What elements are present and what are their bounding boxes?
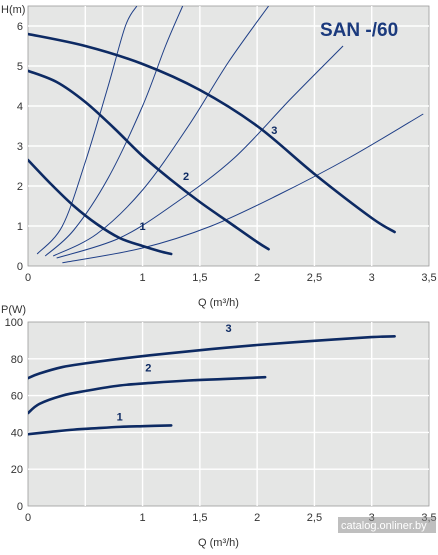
y-tick-label: 40 xyxy=(11,427,23,439)
head-x-ticks: 0 1 1,5 2 2,5 3 3,5 xyxy=(25,272,437,284)
speed-curve-1 xyxy=(28,158,173,256)
y-tick-label: 0 xyxy=(17,261,23,273)
head-chart-title: SAN -/60 xyxy=(320,20,398,41)
power-series xyxy=(28,335,396,436)
y-tick-label: 1 xyxy=(17,221,23,233)
speed-curve-1 xyxy=(28,424,173,436)
power-grid xyxy=(28,322,429,506)
x-tick-label: 2 xyxy=(254,272,260,284)
head-y-axis-label: H(m) xyxy=(1,4,25,16)
curve-label-2: 2 xyxy=(145,363,151,375)
head-series xyxy=(28,32,396,256)
power-annotations: 1 2 3 xyxy=(117,323,232,423)
y-tick-label: 60 xyxy=(11,391,23,403)
power-y-ticks: 0 20 40 60 80 100 xyxy=(5,317,23,513)
curve-label-3: 3 xyxy=(225,323,231,335)
x-tick-label: 2,5 xyxy=(307,512,322,524)
x-tick-label: 1,5 xyxy=(192,272,207,284)
y-tick-label: 20 xyxy=(11,464,23,476)
x-tick-label: 1 xyxy=(140,512,146,524)
x-tick-label: 3,5 xyxy=(421,272,436,284)
resistance-curve-5 xyxy=(62,113,424,264)
curve-label-1: 1 xyxy=(140,221,146,233)
head-y-ticks: 0 1 2 3 4 5 6 xyxy=(17,21,23,273)
y-tick-label: 100 xyxy=(5,317,23,329)
curve-label-3: 3 xyxy=(271,125,277,137)
resistance-curve-2 xyxy=(44,6,184,257)
x-tick-label: 1 xyxy=(140,272,146,284)
head-annotations: 1 2 3 xyxy=(140,125,278,233)
x-tick-label: 0 xyxy=(25,512,31,524)
y-tick-label: 3 xyxy=(17,141,23,153)
y-tick-label: 4 xyxy=(17,101,23,113)
head-grid xyxy=(28,6,429,266)
x-tick-label: 0 xyxy=(25,272,31,284)
x-tick-label: 3 xyxy=(369,272,375,284)
x-tick-label: 1,5 xyxy=(192,512,207,524)
y-tick-label: 2 xyxy=(17,181,23,193)
head-resistance-curves xyxy=(36,6,424,264)
curve-label-2: 2 xyxy=(183,171,189,183)
power-x-axis-label: Q (m³/h) xyxy=(198,537,239,549)
speed-curve-2 xyxy=(28,69,270,251)
resistance-curve-4 xyxy=(56,45,344,259)
speed-curve-3 xyxy=(28,32,396,234)
y-tick-label: 5 xyxy=(17,61,23,73)
resistance-curve-3 xyxy=(52,6,270,257)
watermark-backdrop xyxy=(338,517,436,533)
head-plot-area xyxy=(27,5,430,267)
power-y-axis-label: P(W) xyxy=(1,304,26,316)
speed-curve-3 xyxy=(28,335,396,380)
power-plot-area xyxy=(27,321,430,507)
head-x-axis-label: Q (m³/h) xyxy=(198,297,239,309)
y-tick-label: 80 xyxy=(11,354,23,366)
x-tick-label: 2,5 xyxy=(307,272,322,284)
curve-label-1: 1 xyxy=(117,411,123,423)
y-tick-label: 0 xyxy=(17,501,23,513)
x-tick-label: 2 xyxy=(254,512,260,524)
watermark-text: catalog.onliner.by xyxy=(341,520,427,532)
resistance-curve-1 xyxy=(36,6,138,255)
y-tick-label: 6 xyxy=(17,21,23,33)
speed-curve-2 xyxy=(28,375,267,415)
